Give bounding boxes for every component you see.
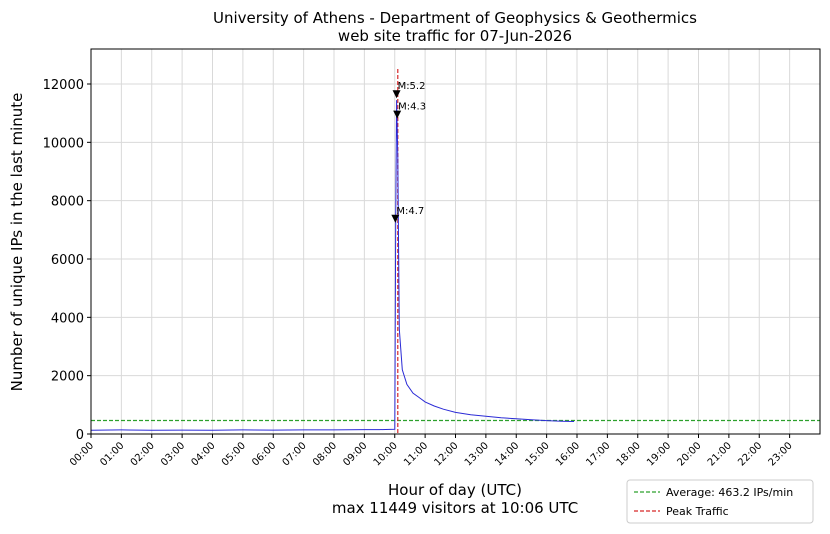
x-tick-label: 00:00	[68, 440, 96, 468]
series-group	[90, 100, 575, 431]
x-tick-label: 23:00	[767, 440, 795, 468]
event-annotation: M:5.2	[398, 81, 426, 92]
y-tick-label: 6000	[51, 253, 84, 268]
chart-title: University of Athens - Department of Geo…	[213, 9, 697, 27]
x-tick-label: 14:00	[493, 440, 521, 468]
y-tick-label: 4000	[51, 311, 84, 326]
grid-lines	[91, 49, 820, 434]
x-tick-label: 08:00	[311, 440, 339, 468]
x-tick-label: 16:00	[554, 440, 582, 468]
y-tick-label: 2000	[51, 370, 84, 385]
legend-box	[626, 479, 814, 524]
annotations-group: M:5.2 M:4.3 M:4.7	[391, 81, 426, 223]
event-annotation: M:4.3	[398, 102, 426, 113]
x-axis-label: Hour of day (UTC)	[388, 481, 522, 499]
x-tick-label: 12:00	[432, 440, 460, 468]
x-tick-label: 04:00	[189, 440, 217, 468]
x-tick-label: 07:00	[281, 440, 309, 468]
y-tick-label: 8000	[51, 195, 84, 210]
event-marker	[393, 110, 402, 119]
event-marker	[391, 214, 400, 223]
x-tick-label: 02:00	[129, 440, 157, 468]
x-tick-label: 20:00	[675, 440, 703, 468]
x-tick-label: 22:00	[736, 440, 764, 468]
x-tick-label: 03:00	[159, 440, 187, 468]
x-axis-sublabel: max 11449 visitors at 10:06 UTC	[332, 499, 578, 517]
y-tick-label: 0	[76, 428, 84, 443]
x-tick-label: 11:00	[402, 440, 430, 468]
y-axis-ticks: 0 2000 4000 6000 8000 10000 12000	[43, 78, 91, 443]
x-tick-label: 13:00	[463, 440, 491, 468]
x-tick-label: 10:00	[372, 440, 400, 468]
x-axis-ticks: 00:00 01:00 02:00 03:00 04:00 05:00 06:00 07:00…	[68, 434, 795, 469]
x-tick-label: 17:00	[584, 440, 612, 468]
chart-subtitle: web site traffic for 07-Jun-2026	[338, 27, 572, 45]
y-tick-label: 10000	[43, 136, 84, 151]
legend-average-label: Average: 463.2 IPs/min	[666, 486, 793, 499]
x-tick-label: 09:00	[341, 440, 369, 468]
legend: Average: 463.2 IPs/min Peak Traffic	[626, 479, 814, 524]
legend-peak-label: Peak Traffic	[666, 505, 729, 518]
x-tick-label: 15:00	[524, 440, 552, 468]
x-tick-label: 05:00	[220, 440, 248, 468]
event-annotation: M:4.7	[396, 206, 424, 217]
x-tick-label: 18:00	[615, 440, 643, 468]
traffic-series-line	[90, 100, 575, 431]
y-tick-label: 12000	[43, 78, 84, 93]
x-tick-label: 19:00	[645, 440, 673, 468]
x-tick-label: 01:00	[98, 440, 126, 468]
x-tick-label: 21:00	[706, 440, 734, 468]
event-marker	[392, 90, 401, 99]
y-axis-label: Number of unique IPs in the last minute	[8, 93, 26, 392]
x-tick-label: 06:00	[250, 440, 278, 468]
